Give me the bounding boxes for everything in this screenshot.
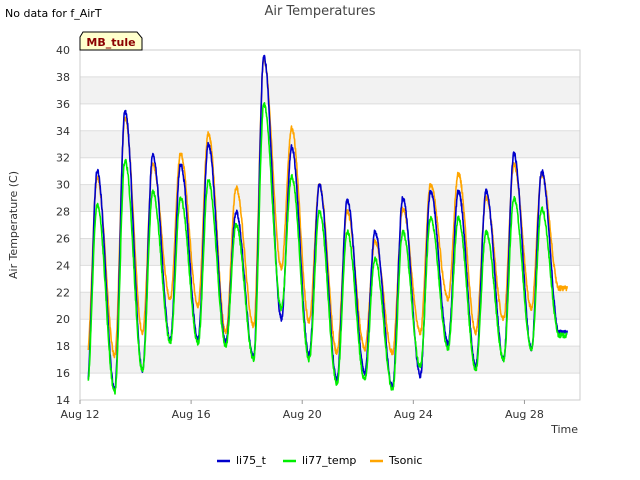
chart-title: Air Temperatures	[264, 4, 375, 19]
y-tick-label: 34	[56, 125, 70, 138]
grid-band	[80, 76, 580, 104]
plot-area	[80, 50, 580, 400]
plot-frame	[79, 49, 581, 401]
grid-band	[80, 238, 580, 266]
site-label-box: MB_tule	[79, 31, 143, 51]
y-tick-label: 14	[56, 394, 70, 407]
x-tick-label: Aug 12	[61, 408, 100, 421]
y-axis-label: Air Temperature (C)	[7, 171, 20, 279]
x-axis-ticks: Aug 12 Aug 16 Aug 20 Aug 24 Aug 28	[61, 400, 544, 421]
y-tick-label: 40	[56, 44, 70, 57]
x-axis-label: Time	[550, 423, 578, 436]
x-tick-label: Aug 28	[505, 408, 544, 421]
y-tick-label: 28	[56, 206, 70, 219]
y-tick-label: 30	[56, 179, 70, 192]
y-tick-label: 24	[56, 259, 70, 272]
grid-band	[80, 184, 580, 212]
series-lines	[87, 54, 568, 395]
legend-label-li75_t: li75_t	[236, 454, 267, 467]
site-label: MB_tule	[86, 36, 135, 49]
grid-band	[80, 130, 580, 158]
legend-label-Tsonic: Tsonic	[388, 454, 422, 467]
x-tick-label: Aug 16	[172, 408, 211, 421]
legend-label-li77_temp: li77_temp	[302, 454, 356, 467]
y-tick-label: 36	[56, 98, 70, 111]
no-data-notice: No data for f_AirT	[5, 7, 102, 20]
series-line-li77_temp	[87, 102, 568, 395]
background-bands	[80, 76, 580, 374]
y-tick-label: 18	[56, 340, 70, 353]
y-tick-label: 20	[56, 313, 70, 326]
y-tick-label: 22	[56, 286, 70, 299]
y-tick-label: 16	[56, 367, 70, 380]
grid-band	[80, 346, 580, 374]
x-tick-label: Aug 24	[394, 408, 433, 421]
y-tick-label: 38	[56, 71, 70, 84]
y-tick-label: 26	[56, 232, 70, 245]
x-tick-label: Aug 20	[283, 408, 322, 421]
legend: li75_t li77_temp Tsonic	[217, 454, 422, 467]
y-axis-ticks: 14 16 18 20 22 24 26 28 30 32 34 36 38 40	[56, 44, 70, 407]
y-tick-label: 32	[56, 152, 70, 165]
